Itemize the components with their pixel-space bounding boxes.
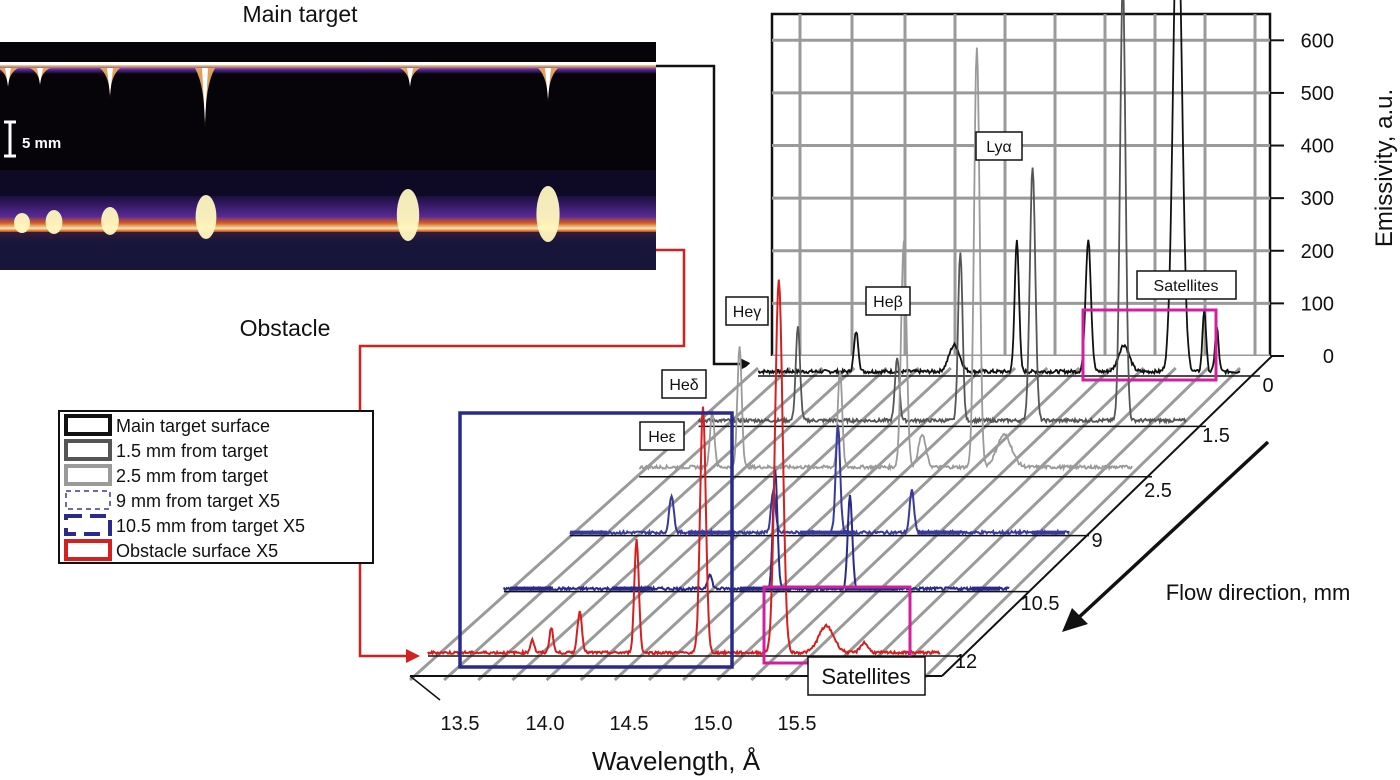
hotspot-0 xyxy=(14,213,30,233)
y-tick-label-5: 500 xyxy=(1301,83,1334,105)
plume-core-2 xyxy=(107,68,113,95)
x-tick-label-4: 15.5 xyxy=(778,713,817,735)
x-tick-label-3: 15.0 xyxy=(694,713,733,735)
legend-swatch-5 xyxy=(64,539,112,561)
label-he-delta: Heδ xyxy=(661,369,707,399)
label-satellites-back: Satellites xyxy=(1136,270,1237,300)
legend-swatch-0 xyxy=(64,414,112,436)
svg-text:Heε: Heε xyxy=(648,429,676,446)
x-axis-label: Wavelength, Å xyxy=(592,746,761,776)
spectrum-line-2 xyxy=(638,47,1133,472)
connector-obstacle xyxy=(358,248,686,658)
back-wall-grid xyxy=(770,12,1284,358)
svg-text:Satellites: Satellites xyxy=(821,664,910,689)
z-tick-label-5: 12 xyxy=(955,651,977,673)
svg-text:Lyα: Lyα xyxy=(986,139,1012,156)
z-tick-label-4: 10.5 xyxy=(1021,593,1060,615)
legend-frame xyxy=(58,410,374,564)
y-tick-label-0: 0 xyxy=(1323,346,1334,368)
z-axis-label: Flow direction, mm xyxy=(1166,580,1351,605)
label-he-beta: Heβ xyxy=(865,286,911,316)
plume-core-5 xyxy=(545,68,551,99)
connector-obstacle-arrow xyxy=(406,649,420,663)
legend-swatch-3 xyxy=(65,490,111,510)
floor-diag-6 xyxy=(613,366,952,682)
svg-text:Heβ: Heβ xyxy=(873,294,903,311)
z-tick-label-1: 1.5 xyxy=(1202,425,1230,447)
legend-label-0: Main target surface xyxy=(116,416,270,436)
spectrum-line-0 xyxy=(757,0,1241,376)
x-tick-labels: 13.5 14.0 14.5 15.0 15.5 xyxy=(441,713,817,735)
legend-label-4: 10.5 mm from target X5 xyxy=(116,516,305,536)
hotspot-2 xyxy=(101,207,119,235)
legend-swatch-2 xyxy=(64,464,112,486)
main-target-label: Main target xyxy=(242,1,358,27)
floor-diag-3 xyxy=(511,366,856,682)
svg-text:Satellites: Satellites xyxy=(1154,278,1219,295)
hotspot-5 xyxy=(536,186,560,242)
floor-right-edge xyxy=(941,355,1273,677)
svg-text:Heγ: Heγ xyxy=(733,304,761,321)
y-axis-label: Emissivity, a.u. xyxy=(1371,89,1398,247)
y-tick-label-1: 100 xyxy=(1301,293,1334,315)
obstacle-hotspots xyxy=(14,186,560,242)
box-he-lines xyxy=(458,411,734,669)
floor-diag-13 xyxy=(852,366,1177,682)
box-satellites-back xyxy=(1081,308,1218,382)
z-tick-label-3: 9 xyxy=(1091,530,1102,552)
legend-label-5: Obstacle surface X5 xyxy=(116,541,278,561)
plume-core-3 xyxy=(202,68,208,122)
floor-diag-8 xyxy=(682,366,1017,682)
svg-text:Heδ: Heδ xyxy=(669,377,698,394)
spectrum-line-5 xyxy=(427,279,941,657)
spectrum-line-1 xyxy=(697,0,1187,426)
y-tick-label-2: 200 xyxy=(1301,241,1334,263)
y-tick-label-3: 300 xyxy=(1301,188,1334,210)
obstacle-label: Obstacle xyxy=(240,315,331,341)
z-tick-label-0: 0 xyxy=(1262,375,1273,397)
z-tick-labels: 0 1.5 2.5 9 10.5 12 xyxy=(955,375,1274,673)
x-tick-label-1: 14.0 xyxy=(526,713,565,735)
label-satellites-front: Satellites xyxy=(807,656,926,696)
label-he-gamma: Heγ xyxy=(725,296,769,326)
scale-bar-label: 5 mm xyxy=(22,135,61,152)
connector-main-arrow xyxy=(740,358,752,370)
x-tick-label-2: 14.5 xyxy=(610,713,649,735)
hotspot-4 xyxy=(396,189,420,241)
y-tick-labels: 0 100 200 300 400 500 600 xyxy=(1301,30,1334,368)
floor-front-lip xyxy=(409,675,441,701)
hotspot-3 xyxy=(195,195,217,239)
plume-core-1 xyxy=(37,68,43,85)
y-tick-label-4: 400 xyxy=(1301,136,1334,158)
spectra xyxy=(427,0,1241,657)
label-ly-alpha: Lyα xyxy=(975,131,1023,161)
plume-core-0 xyxy=(5,68,11,86)
y-tick-label-6: 600 xyxy=(1301,30,1334,52)
floor-plane xyxy=(410,356,1272,676)
floor-diag-15 xyxy=(920,366,1242,682)
legend-label-3: 9 mm from target X5 xyxy=(116,491,280,511)
legend: Main target surface 1.5 mm from target 2.5… xyxy=(58,410,374,564)
flow-direction-arrow xyxy=(1062,440,1270,632)
hotspot-1 xyxy=(45,210,63,234)
z-tick-label-2: 2.5 xyxy=(1144,480,1172,502)
legend-label-2: 2.5 mm from target xyxy=(116,466,268,486)
plume-core-4 xyxy=(407,68,413,86)
legend-swatch-1 xyxy=(64,439,112,461)
main-target-image xyxy=(0,42,656,170)
x-tick-label-0: 13.5 xyxy=(441,713,480,735)
connector-main-target xyxy=(656,64,742,366)
legend-label-1: 1.5 mm from target xyxy=(116,441,268,461)
scale-bar: 5 mm xyxy=(4,120,61,158)
legend-swatch-4 xyxy=(64,514,112,536)
label-he-epsilon: Heε xyxy=(639,421,685,451)
main-target-plumes xyxy=(0,68,558,128)
